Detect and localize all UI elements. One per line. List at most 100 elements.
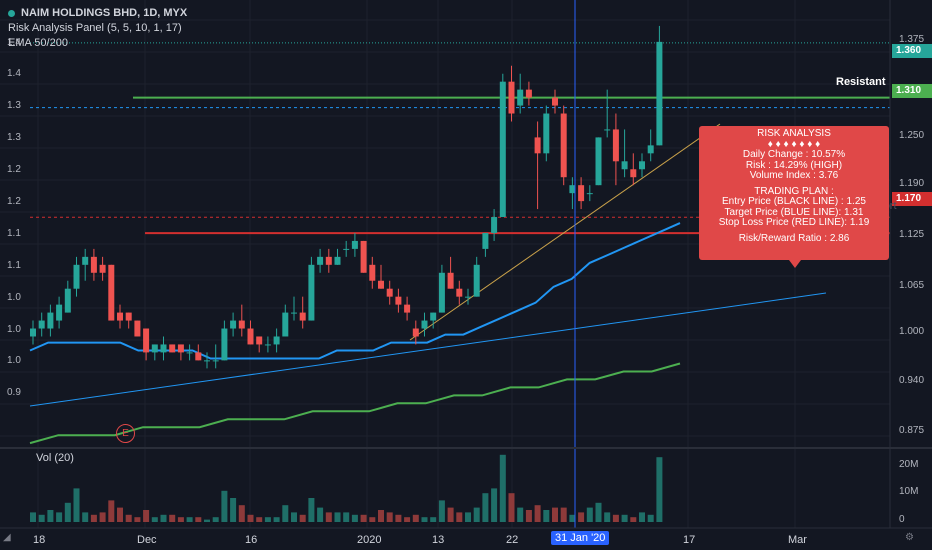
volume-bar xyxy=(82,512,89,522)
candle xyxy=(143,328,150,361)
candle xyxy=(117,304,123,329)
volume-bar xyxy=(578,512,585,522)
candle xyxy=(560,105,567,186)
candle xyxy=(473,256,480,297)
candle xyxy=(386,280,393,305)
candle xyxy=(204,352,210,369)
candle-body xyxy=(195,352,202,361)
volume-bar xyxy=(308,498,315,522)
volume-bar xyxy=(212,517,219,522)
volume-bar xyxy=(560,507,567,522)
volume-bar xyxy=(64,502,71,522)
volume-bar xyxy=(169,514,176,522)
candle xyxy=(421,312,428,337)
candle xyxy=(256,336,263,353)
candle xyxy=(291,296,297,321)
candle-body xyxy=(552,97,558,106)
volume-bar xyxy=(230,498,237,522)
candle-body xyxy=(125,312,132,321)
candle xyxy=(412,320,419,345)
candle-body xyxy=(351,240,358,249)
candle xyxy=(360,240,367,273)
volume-bar xyxy=(473,507,480,522)
ema-lines xyxy=(29,222,681,445)
long-trendline xyxy=(29,292,827,407)
candles-layer xyxy=(30,25,663,369)
candle xyxy=(160,336,167,361)
volume-bar xyxy=(517,507,524,522)
status-dot-icon xyxy=(8,10,15,17)
indicator-risk-panel[interactable]: Risk Analysis Panel (5, 5, 10, 1, 17) xyxy=(8,22,182,34)
volume-bar xyxy=(160,514,167,522)
candle xyxy=(317,248,324,273)
indicator-ema[interactable]: EMA 50/200 xyxy=(8,37,68,49)
volume-bar xyxy=(247,514,254,522)
candle xyxy=(639,153,645,178)
candle-body xyxy=(578,185,585,202)
volume-bar xyxy=(386,512,393,522)
candle xyxy=(90,248,97,281)
volume-bar xyxy=(282,505,289,522)
volume-bar xyxy=(447,507,454,522)
volume-bar xyxy=(404,517,411,522)
candle-body xyxy=(612,129,619,162)
candle xyxy=(378,264,384,289)
volume-bar xyxy=(604,512,611,522)
volume-legend[interactable]: Vol (20) xyxy=(36,452,74,464)
candle-body xyxy=(447,272,454,289)
volume-bar xyxy=(186,517,193,522)
volume-bar xyxy=(238,505,245,522)
panel-target: Target Price (BLUE LINE): 1.31 xyxy=(724,206,864,218)
symbol-title[interactable]: NAIM HOLDINGS BHD, 1D, MYX xyxy=(21,7,188,19)
candle xyxy=(308,256,315,321)
candle xyxy=(499,73,506,218)
volume-bar xyxy=(360,514,367,522)
candle xyxy=(517,73,524,114)
candle-body xyxy=(499,81,506,218)
candle-body xyxy=(317,256,324,265)
volume-bar xyxy=(56,512,63,522)
candle xyxy=(299,296,306,329)
volume-bar xyxy=(47,510,54,522)
candle xyxy=(108,264,115,321)
candle xyxy=(552,89,558,114)
candle xyxy=(30,320,36,345)
right-axis-label: 1.250 xyxy=(899,130,925,141)
panel-daily-change: Daily Change : 10.57% xyxy=(742,149,846,160)
volume-bar xyxy=(586,507,593,522)
candle xyxy=(47,304,54,337)
volume-bar xyxy=(630,517,637,522)
earnings-marker[interactable]: E xyxy=(116,424,135,443)
candle xyxy=(282,304,289,337)
candle xyxy=(543,105,550,162)
left-axis-label: 1.1 xyxy=(7,260,21,271)
candle-body xyxy=(82,256,89,265)
candle xyxy=(169,344,176,353)
right-axis-label: 1.000 xyxy=(899,326,925,337)
panel-risk: Risk : 14.29% (HIGH) xyxy=(745,159,843,171)
volume-bar xyxy=(143,510,150,522)
candle-body xyxy=(560,113,567,178)
candle xyxy=(456,280,463,305)
candle-body xyxy=(325,256,332,265)
candle-body xyxy=(186,352,193,354)
candle xyxy=(430,312,437,329)
candle-body xyxy=(569,185,576,194)
volume-bar xyxy=(108,500,115,522)
panel-diamonds: ♦ ♦ ♦ ♦ ♦ ♦ ♦ xyxy=(767,138,821,150)
candle-body xyxy=(108,264,115,321)
candle-body xyxy=(230,320,237,329)
volume-axis-label: 0 xyxy=(899,514,905,525)
volume-bar xyxy=(395,514,402,522)
left-axis-label: 1.0 xyxy=(7,324,21,335)
volume-bar xyxy=(351,514,358,522)
candle-body xyxy=(212,360,219,362)
volume-bar xyxy=(151,517,158,522)
collapse-left-icon[interactable]: ◢ xyxy=(3,532,11,543)
candle-body xyxy=(438,272,445,313)
candle xyxy=(247,320,254,345)
right-axis-label: 1.190 xyxy=(899,178,925,189)
panel-rr: Risk/Reward Ratio : 2.86 xyxy=(738,232,850,244)
settings-gear-icon[interactable]: ⚙ xyxy=(905,532,914,543)
